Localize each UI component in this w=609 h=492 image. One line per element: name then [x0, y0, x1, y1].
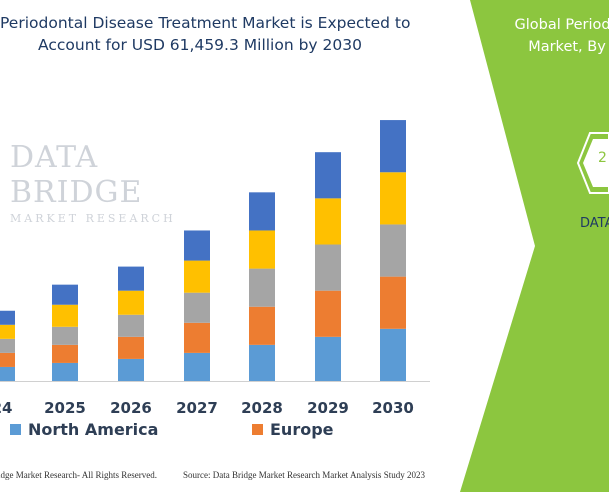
bar-segment-2025-series-1: [52, 362, 78, 381]
footer-copyright: idge Market Research- All Rights Reserve…: [0, 470, 157, 480]
bar-segment-2028-series-2: [249, 306, 275, 345]
watermark-sub-text: MARKET RESEARCH: [10, 212, 176, 225]
bar-segment-2028-series-3: [249, 268, 275, 307]
bar-segment-2028-series-5: [249, 192, 275, 231]
bar-segment-2028-series-4: [249, 230, 275, 269]
bar-segment-2029-series-2: [315, 290, 341, 337]
chart-legend: North America Europe: [0, 420, 470, 444]
bar-segment-2027-series-1: [184, 352, 210, 381]
footer-source: Source: Data Bridge Market Research Mark…: [183, 470, 425, 480]
bar-segment-2027-series-2: [184, 322, 210, 353]
bar-segment-24-series-5: [0, 310, 15, 325]
bar-segment-24-series-4: [0, 324, 15, 339]
bar-segment-24-series-1: [0, 366, 15, 381]
legend-label-europe: Europe: [270, 420, 334, 439]
bar-segment-2026-series-4: [118, 290, 144, 315]
side-panel-title: Global Periodo Market, By: [492, 14, 609, 58]
bar-segment-2025-series-5: [52, 284, 78, 305]
x-tick-label-2026: 2026: [110, 399, 152, 417]
watermark-main-text: DATA BRIDGE: [10, 140, 143, 210]
side-panel-chevron: [460, 0, 609, 492]
bar-segment-2029-series-3: [315, 244, 341, 291]
bar-segment-24-series-3: [0, 338, 15, 353]
x-tick-label-2025: 2025: [44, 399, 86, 417]
bar-segment-2030-series-5: [380, 120, 406, 173]
legend-item-north-america: North America: [10, 420, 158, 439]
side-panel-title-line-2: Market, By: [528, 39, 606, 55]
bar-segment-2026-series-5: [118, 266, 144, 291]
bar-segment-2030-series-2: [380, 276, 406, 329]
bar-segment-2030-series-4: [380, 172, 406, 225]
bar-segment-2029-series-5: [315, 152, 341, 199]
bar-segment-24-series-2: [0, 352, 15, 367]
side-panel-hex-value: 2: [598, 150, 607, 166]
x-tick-label-2029: 2029: [307, 399, 349, 417]
chart-panel: Periodontal Disease Treatment Market is …: [0, 12, 470, 480]
x-tick-label-2030: 2030: [372, 399, 414, 417]
x-tick-label-2027: 2027: [176, 399, 218, 417]
chart-title: Periodontal Disease Treatment Market is …: [0, 12, 411, 56]
x-tick-label-24: 24: [0, 399, 12, 417]
legend-swatch-europe: [252, 424, 263, 435]
bar-segment-2027-series-4: [184, 260, 210, 293]
legend-label-north-america: North America: [28, 420, 159, 439]
legend-item-europe: Europe: [252, 420, 334, 439]
chart-title-line-2: Account for USD 61,459.3 Million by 2030: [38, 36, 362, 54]
bar-segment-2028-series-1: [249, 344, 275, 381]
chart-title-line-1: Periodontal Disease Treatment Market is …: [0, 14, 411, 32]
watermark-logo: DATA BRIDGE MARKET RESEARCH: [10, 140, 180, 225]
bar-segment-2026-series-3: [118, 314, 144, 337]
bar-segment-2025-series-2: [52, 344, 78, 363]
bar-segment-2025-series-4: [52, 304, 78, 327]
bar-segment-2029-series-4: [315, 198, 341, 245]
stacked-bar-chart: 24 2025 2026 2027 2028 2029 2030: [0, 120, 430, 417]
bar-segment-2026-series-2: [118, 336, 144, 359]
bar-segment-2025-series-3: [52, 326, 78, 345]
bar-segment-2027-series-3: [184, 292, 210, 323]
bar-segment-2030-series-1: [380, 328, 406, 381]
x-tick-label-2028: 2028: [241, 399, 283, 417]
bar-segment-2027-series-5: [184, 230, 210, 261]
bar-segment-2029-series-1: [315, 336, 341, 381]
side-panel-brand: DATA: [580, 216, 609, 231]
bar-segment-2030-series-3: [380, 224, 406, 277]
side-panel-hexagon-inner: [583, 139, 609, 187]
side-panel-title-line-1: Global Periodo: [514, 17, 609, 33]
bar-segment-2026-series-1: [118, 358, 144, 381]
legend-swatch-north-america: [10, 424, 21, 435]
